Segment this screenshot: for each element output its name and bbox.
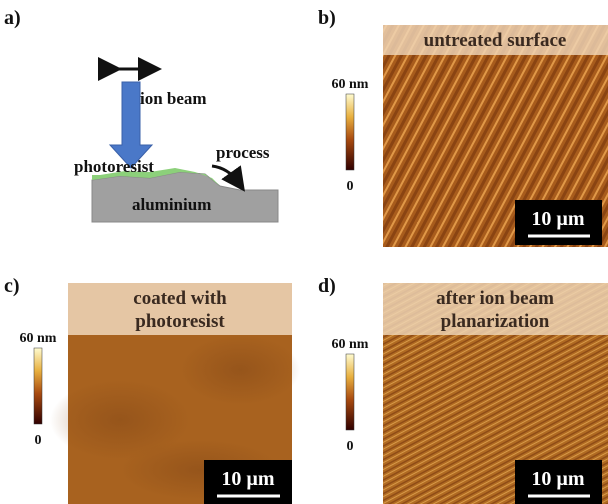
colorbar-max: 60 nm	[332, 337, 369, 352]
colorbar-min: 0	[347, 439, 354, 454]
panel-label: c)	[4, 275, 20, 297]
colorbar-max: 60 nm	[20, 331, 57, 346]
colorbar-min: 0	[35, 433, 42, 448]
panel-title: coated with	[133, 288, 227, 309]
colorbar-min: 0	[347, 179, 354, 194]
panel-title: planarization	[441, 311, 550, 332]
figure: a) ion beam photoresist process aluminiu…	[0, 0, 608, 504]
colorbar	[34, 348, 42, 424]
panel-title: untreated surface	[424, 30, 567, 51]
panel-title: after ion beam	[436, 288, 554, 309]
substrate-label: aluminium	[132, 195, 211, 214]
colorbar	[346, 354, 354, 430]
process-label: process	[216, 143, 270, 162]
panel-label: a)	[4, 7, 21, 29]
layer-label: photoresist	[74, 157, 154, 176]
scalebar-label: 10 µm	[531, 208, 585, 230]
texture	[180, 335, 300, 405]
panel-label: d)	[318, 275, 336, 297]
panel-label: b)	[318, 7, 336, 29]
scalebar-label: 10 µm	[531, 468, 585, 490]
beam-label: ion beam	[140, 89, 207, 108]
panel-title: photoresist	[135, 311, 225, 332]
process-arrow	[212, 166, 238, 182]
colorbar-max: 60 nm	[332, 77, 369, 92]
colorbar	[346, 94, 354, 170]
scalebar-label: 10 µm	[221, 468, 275, 490]
